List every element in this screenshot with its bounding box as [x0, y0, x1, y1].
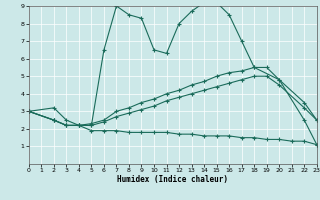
X-axis label: Humidex (Indice chaleur): Humidex (Indice chaleur) [117, 175, 228, 184]
